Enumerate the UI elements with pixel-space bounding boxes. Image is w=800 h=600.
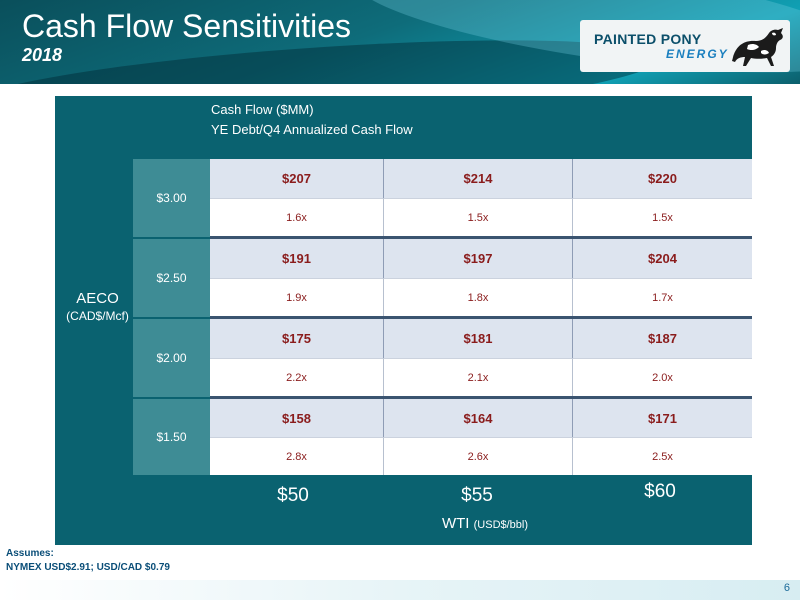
slide-header: Cash Flow Sensitivities 2018 PAINTED PON…	[0, 0, 800, 84]
ratio-cell: 2.5x	[573, 437, 752, 475]
cash-flow-cell: $175	[210, 319, 384, 358]
ratio-cell: 1.8x	[384, 278, 573, 317]
assumptions-note: Assumes: NYMEX USD$2.91; USD/CAD $0.79	[6, 547, 170, 575]
ratio-cell: 1.9x	[210, 278, 384, 317]
ratio-cell: 2.6x	[384, 437, 573, 475]
ratio-cell: 1.7x	[573, 278, 752, 317]
assumptions-text: NYMEX USD$2.91; USD/CAD $0.79	[6, 562, 170, 573]
row-label-2-50: $2.50	[133, 239, 210, 317]
cash-flow-cell: $171	[573, 399, 752, 437]
row-axis-label: AECO (CAD$/Mcf)	[55, 290, 140, 323]
cash-flow-cell: $220	[573, 159, 752, 198]
cash-flow-cell: $214	[384, 159, 573, 198]
cash-flow-cell: $204	[573, 239, 752, 278]
cash-flow-cell: $207	[210, 159, 384, 198]
column-label-50: $50	[277, 485, 309, 506]
ratio-cell: 1.5x	[384, 198, 573, 237]
slide-subtitle: 2018	[22, 45, 63, 65]
cash-flow-cell: $197	[384, 239, 573, 278]
cash-flow-cell: $158	[210, 399, 384, 437]
row-axis-unit: (CAD$/Mcf)	[66, 309, 129, 323]
table-caption-line1: Cash Flow ($MM)	[211, 102, 314, 117]
company-logo: PAINTED PONY ENERGY LTD.	[580, 20, 790, 72]
table-caption-line2: YE Debt/Q4 Annualized Cash Flow	[211, 122, 413, 137]
row-label-2-00: $2.00	[133, 319, 210, 397]
cash-flow-cell: $191	[210, 239, 384, 278]
cash-flow-cell: $187	[573, 319, 752, 358]
ratio-cell: 2.8x	[210, 437, 384, 475]
ratio-cell: 1.6x	[210, 198, 384, 237]
column-label-55: $55	[461, 485, 493, 506]
ratio-cell: 1.5x	[573, 198, 752, 237]
cash-flow-cell: $181	[384, 319, 573, 358]
row-axis-title: AECO	[76, 290, 119, 307]
ratio-cell: 2.0x	[573, 358, 752, 397]
column-axis-unit: (USD$/bbl)	[473, 519, 529, 531]
cash-flow-cell: $164	[384, 399, 573, 437]
logo-line2: ENERGY	[666, 47, 729, 61]
column-axis-title: WTI	[441, 515, 470, 532]
row-label-3-00: $3.00	[133, 159, 210, 237]
assumptions-heading: Assumes:	[6, 548, 54, 559]
slide-footer	[0, 580, 800, 600]
ratio-cell: 2.2x	[210, 358, 384, 397]
horse-icon	[732, 28, 783, 66]
slide-title: Cash Flow Sensitivities	[22, 8, 351, 44]
row-separator	[210, 396, 752, 399]
ratio-cell: 2.1x	[384, 358, 573, 397]
column-label-60: $60	[644, 481, 676, 502]
row-separator	[210, 316, 752, 319]
row-label-1-50: $1.50	[133, 399, 210, 475]
column-axis-label: WTI (USD$/bbl)	[395, 515, 575, 532]
row-separator	[210, 236, 752, 239]
page-number: 6	[783, 582, 790, 594]
logo-line1: PAINTED PONY	[594, 31, 702, 47]
